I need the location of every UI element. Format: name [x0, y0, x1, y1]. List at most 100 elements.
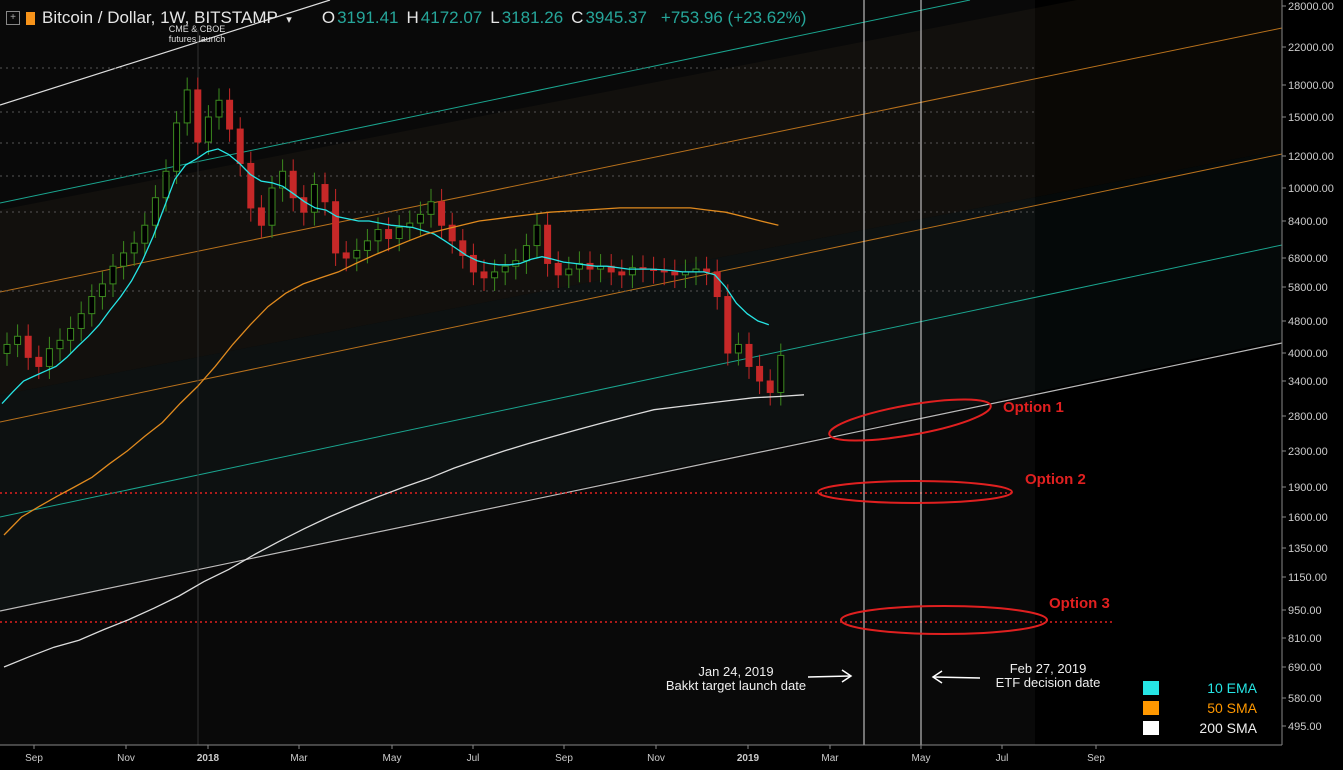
symbol-title[interactable]: Bitcoin / Dollar, 1W, BITSTAMP ▾ [42, 8, 292, 28]
high-label: H [406, 8, 419, 27]
option-3-ellipse [840, 605, 1048, 635]
candle-body-50 [533, 224, 541, 247]
close-label: C [571, 8, 584, 27]
x-tick-label: Sep [25, 753, 43, 764]
y-tick-label: 5800.00 [1288, 282, 1328, 294]
low-value: 3181.26 [501, 8, 564, 27]
high-value: 4172.07 [420, 8, 483, 27]
candle-body-3 [35, 356, 43, 367]
y-tick-label: 18000.00 [1288, 80, 1334, 92]
low-label: L [490, 8, 500, 27]
candle-body-70 [745, 343, 753, 367]
candle-body-27 [289, 170, 297, 199]
etf-arrow-line [933, 676, 981, 679]
bakkt-arrow-line [807, 675, 851, 678]
ema10-line [1, 148, 770, 405]
y-tick-label: 690.00 [1288, 662, 1322, 674]
y-tick-label: 1900.00 [1288, 482, 1328, 494]
y-tick-label: 2800.00 [1288, 411, 1328, 423]
x-tick-label: Mar [290, 753, 308, 764]
candle-body-53 [565, 268, 573, 276]
bitcoin-logo-icon [26, 11, 35, 25]
option-1-ellipse [828, 398, 992, 442]
legend-label-ema10: 10 EMA [1207, 680, 1257, 696]
sma50-line [3, 207, 779, 536]
y-tick-label: 28000.00 [1288, 1, 1334, 13]
symbol-text: Bitcoin / Dollar, 1W, BITSTAMP [42, 8, 278, 27]
x-tick-label: Mar [821, 753, 839, 764]
teal-channel-bottom [0, 244, 1282, 518]
candle-body-47 [501, 265, 509, 273]
candle-body-31 [332, 201, 340, 254]
teal-channel-top [0, 0, 971, 204]
option-3-label: Option 3 [1049, 595, 1110, 612]
candle-body-36 [385, 229, 393, 240]
candle-body-46 [491, 271, 499, 279]
bakkt-arrow-head [841, 669, 853, 683]
y-tick-label: 3400.00 [1288, 376, 1328, 388]
option-2-label: Option 2 [1025, 471, 1086, 488]
candle-body-23 [247, 162, 255, 209]
y-tick-label: 22000.00 [1288, 42, 1334, 54]
x-tick-label: Nov [117, 753, 135, 764]
candle-body-58 [618, 271, 626, 276]
candle-body-30 [321, 184, 329, 203]
y-tick-label: 1150.00 [1288, 572, 1327, 584]
candle-body-45 [480, 271, 488, 279]
x-tick-label: Jul [467, 753, 480, 764]
candle-body-6 [67, 327, 75, 341]
y-tick-label: 2300.00 [1288, 446, 1328, 458]
x-tick-label: 2019 [737, 753, 760, 764]
candle-body-51 [544, 224, 552, 264]
candle-body-1 [14, 335, 22, 345]
candle-body-15 [162, 170, 170, 199]
candle-body-39 [416, 213, 424, 224]
chart-header: + Bitcoin / Dollar, 1W, BITSTAMP ▾ O 3191… [0, 0, 1000, 36]
add-symbol-icon[interactable]: + [6, 11, 20, 25]
y-tick-label: 950.00 [1288, 605, 1322, 617]
candle-body-71 [756, 365, 764, 382]
candle-body-16 [173, 122, 181, 172]
chevron-down-icon[interactable]: ▾ [286, 14, 292, 26]
legend-row-sma200: 200 SMA [1143, 718, 1257, 738]
option-1-label: Option 1 [1003, 399, 1064, 416]
legend-swatch-sma200 [1143, 721, 1159, 735]
legend-row-sma50: 50 SMA [1143, 698, 1257, 718]
candle-body-43 [459, 240, 467, 256]
white-channel-top [0, 0, 331, 106]
candle-body-69 [734, 343, 742, 354]
open-value: 3191.41 [337, 8, 399, 27]
bakkt-annotation: Jan 24, 2019 Bakkt target launch date [665, 664, 807, 693]
candle-body-33 [353, 249, 361, 259]
candle-body-0 [3, 343, 11, 354]
legend-swatch-ema10 [1143, 681, 1159, 695]
candle-body-7 [77, 313, 85, 329]
candle-body-72 [766, 380, 774, 393]
close-value: 3945.37 [585, 8, 647, 27]
candle-body-68 [724, 296, 732, 354]
cme-annotation: CME & CBOE futures launch [168, 24, 226, 44]
candle-body-52 [554, 262, 562, 276]
candle-body-67 [713, 271, 721, 298]
candle-body-18 [194, 89, 202, 143]
candle-body-63 [671, 271, 679, 276]
candle-body-11 [120, 252, 128, 267]
candle-body-19 [204, 116, 212, 143]
x-tick-label: Jul [996, 753, 1009, 764]
candle-body-35 [374, 229, 382, 242]
y-tick-label: 4800.00 [1288, 316, 1328, 328]
candle-body-66 [703, 268, 711, 273]
x-tick-label: May [912, 753, 931, 764]
legend-row-ema10: 10 EMA [1143, 678, 1257, 698]
x-tick-label: Sep [555, 753, 573, 764]
y-tick-label: 810.00 [1288, 633, 1322, 645]
x-tick-label: Sep [1087, 753, 1105, 764]
change-value: +753.96 (+23.62%) [660, 8, 807, 27]
etf-annotation: Feb 27, 2019 ETF decision date [995, 661, 1101, 690]
x-tick-label: Nov [647, 753, 665, 764]
candle-body-10 [109, 265, 117, 285]
etf-arrow-head [931, 670, 943, 684]
y-tick-label: 15000.00 [1288, 112, 1334, 124]
candle-body-8 [88, 296, 96, 315]
